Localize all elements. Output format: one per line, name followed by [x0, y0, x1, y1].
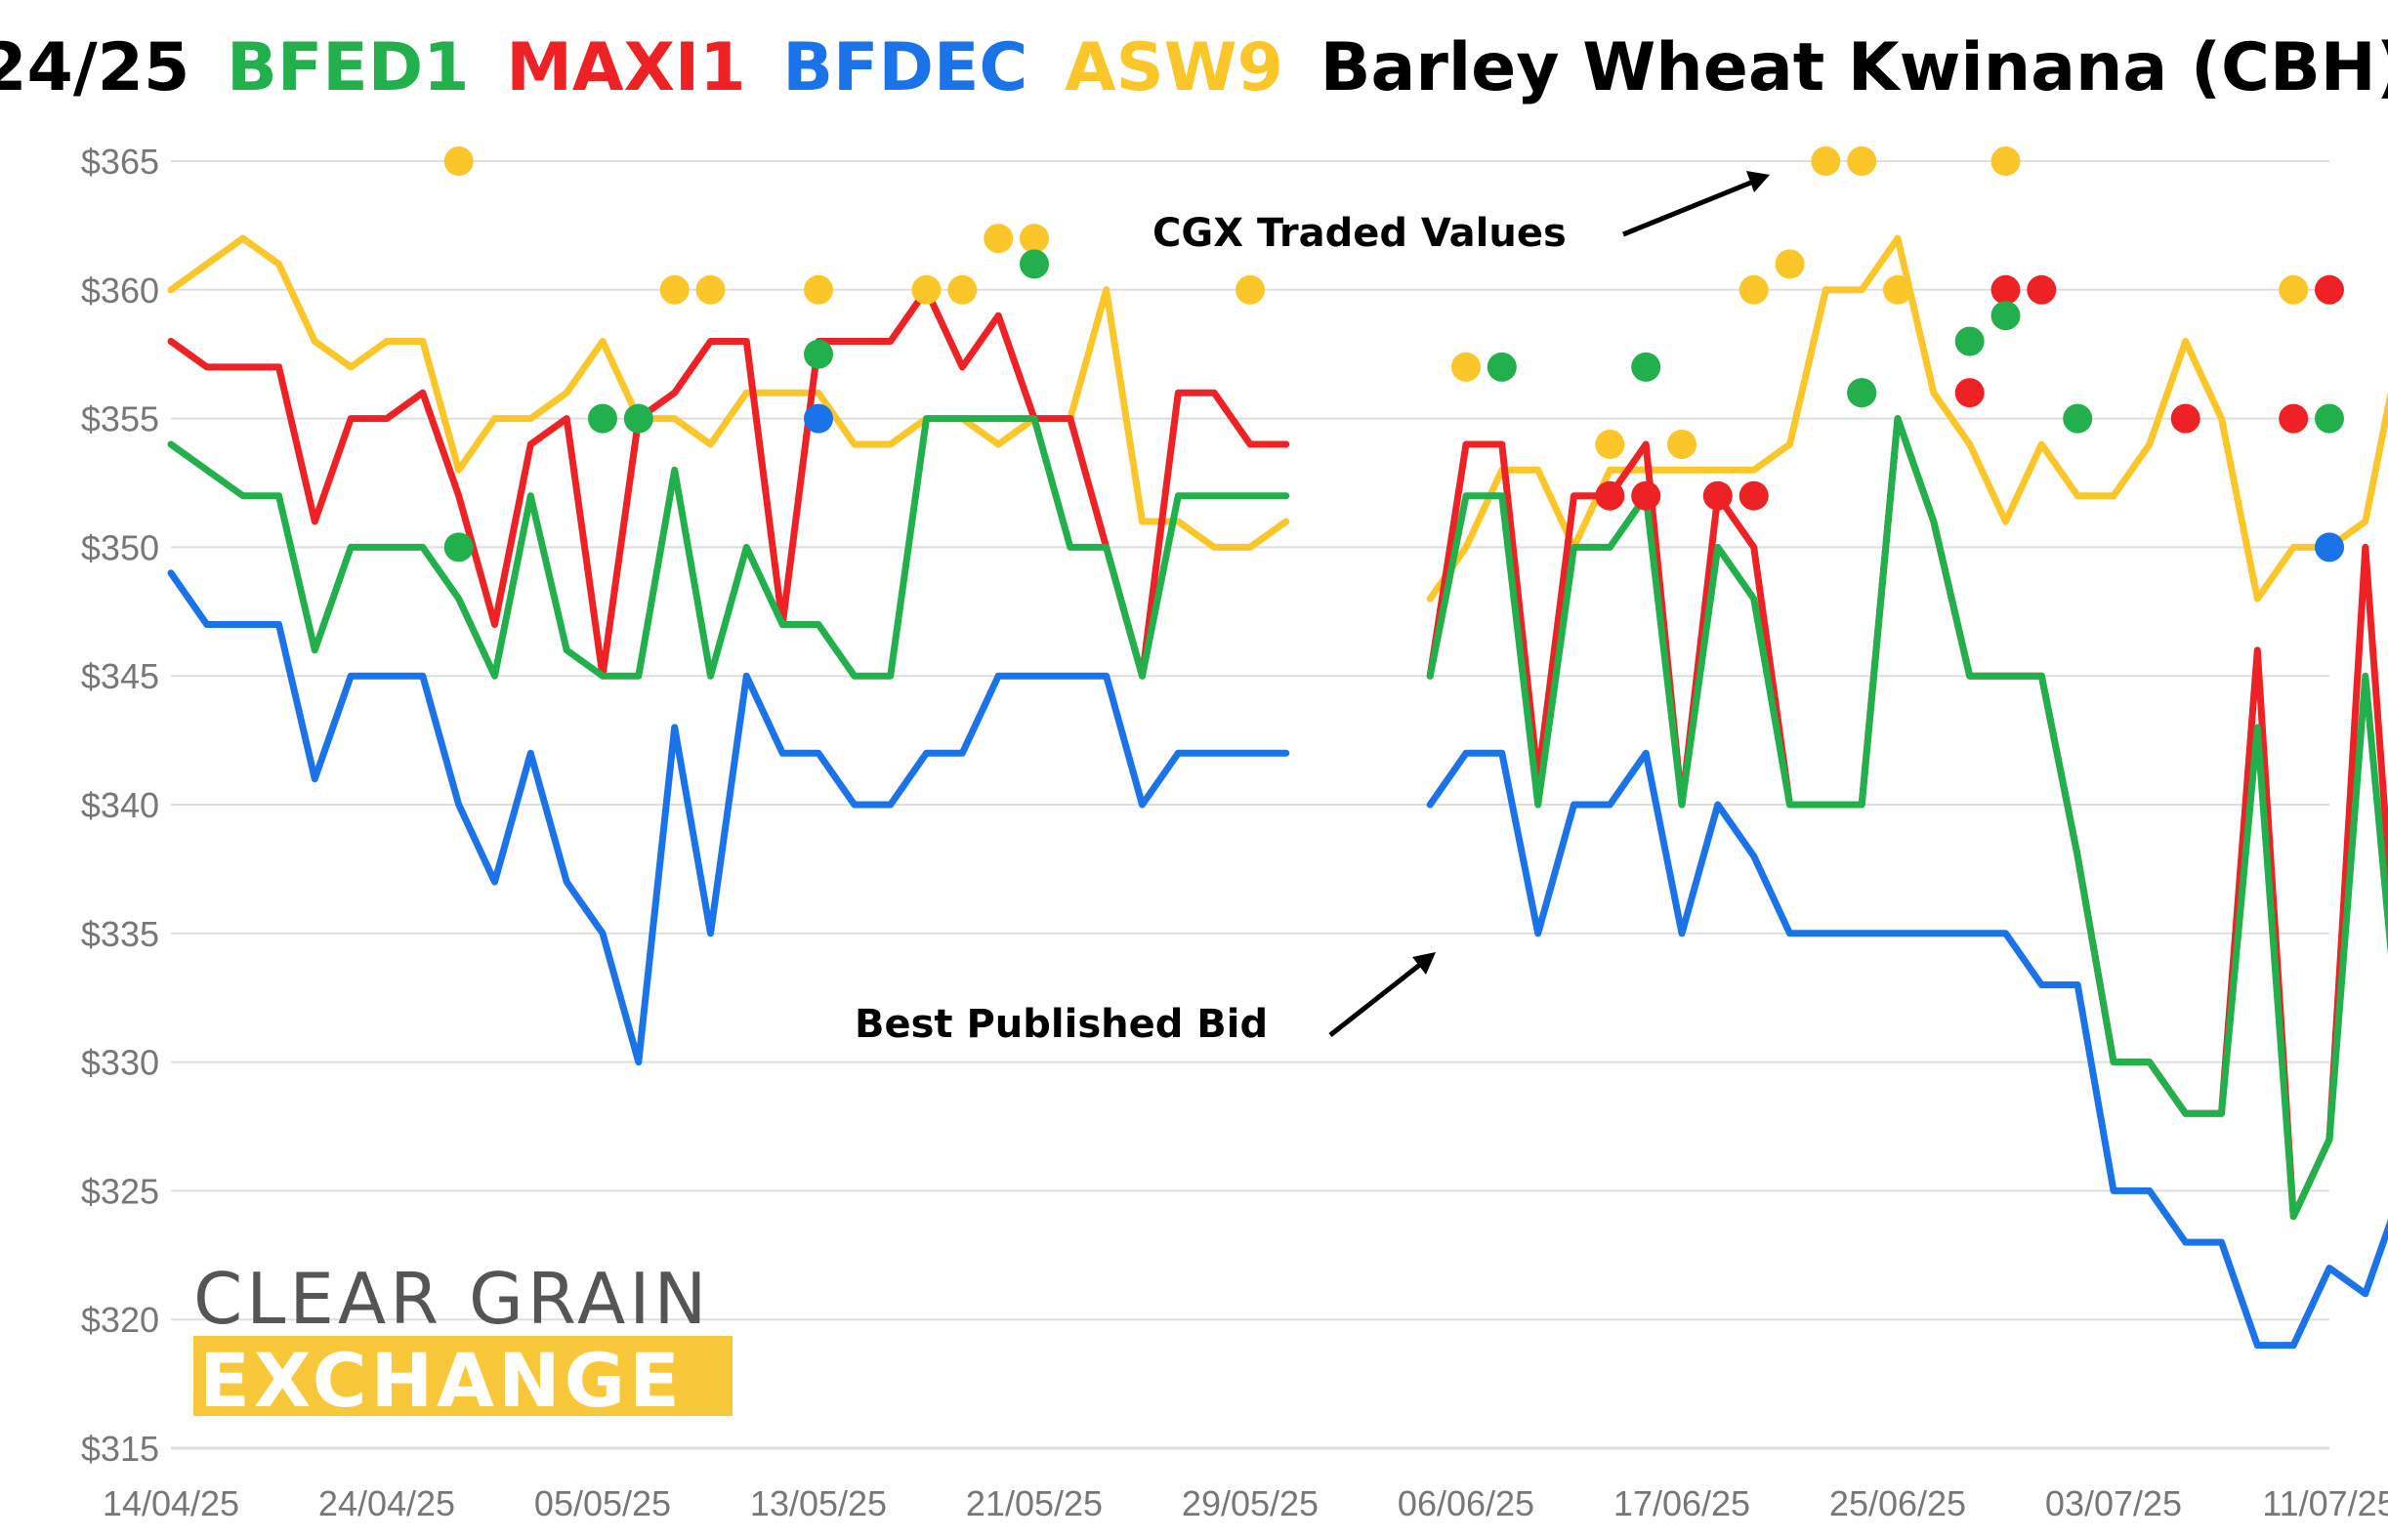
x-tick-label: 17/06/25 — [1613, 1483, 1750, 1523]
logo-bar — [193, 1336, 733, 1416]
x-tick-label: 05/05/25 — [534, 1483, 671, 1523]
traded-point-bfdec — [2315, 532, 2344, 562]
x-tick-label: 24/04/25 — [318, 1483, 455, 1523]
title-bfdec: BFDEC — [782, 29, 1027, 106]
x-tick-label: 14/04/25 — [103, 1483, 239, 1523]
traded-point-asw9 — [1595, 430, 1625, 459]
y-tick-label: $355 — [81, 399, 159, 439]
annotation-bid-arrowhead — [1412, 952, 1436, 975]
traded-point-maxi1 — [1990, 274, 2021, 305]
traded-point-maxi1 — [1739, 480, 1769, 511]
traded-point-asw9 — [1236, 274, 1265, 305]
traded-point-bfed1 — [588, 403, 617, 434]
traded-point-bfed1 — [623, 403, 653, 434]
traded-point-asw9 — [443, 146, 474, 176]
x-tick-label: 13/05/25 — [750, 1483, 887, 1523]
traded-point-bfed1 — [443, 532, 474, 562]
traded-point-asw9 — [1451, 352, 1481, 382]
x-tick-label: 03/07/25 — [2045, 1483, 2182, 1523]
traded-point-asw9 — [911, 274, 942, 305]
gridlines — [171, 160, 2329, 1450]
traded-point-asw9 — [695, 274, 726, 305]
traded-point-asw9 — [984, 224, 1014, 254]
traded-point-asw9 — [1775, 249, 1805, 279]
series-line-bfdec — [167, 569, 2388, 1350]
y-tick-label: $335 — [81, 914, 159, 954]
traded-point-asw9 — [1883, 274, 1912, 305]
y-tick-label: $360 — [81, 271, 159, 311]
x-tick-label: 29/05/25 — [1182, 1483, 1319, 1523]
annotation-best-bid: Best Published Bid — [855, 1002, 1268, 1047]
traded-point-bfed1 — [2315, 403, 2344, 434]
traded-point-asw9 — [1990, 146, 2021, 176]
y-tick-label: $365 — [81, 142, 159, 182]
x-tick-label: 21/05/25 — [966, 1483, 1103, 1523]
title-maxi1: MAXI1 — [506, 29, 745, 106]
traded-point-asw9 — [1667, 430, 1697, 459]
traded-point-asw9 — [1811, 146, 1841, 176]
traded-point-bfed1 — [1631, 352, 1661, 382]
traded-point-maxi1 — [2027, 274, 2057, 305]
title-suffix: Barley Wheat Kwinana (CBH) — [1320, 29, 2388, 106]
traded-point-maxi1 — [1954, 378, 1985, 408]
traded-point-asw9 — [804, 274, 833, 305]
title-asw9: ASW9 — [1065, 29, 1283, 106]
traded-point-bfed1 — [804, 339, 833, 369]
annotation-bid-arrow — [1328, 958, 1428, 1037]
y-tick-label: $330 — [81, 1043, 159, 1083]
traded-point-maxi1 — [2170, 403, 2200, 434]
x-tick-label: 06/06/25 — [1398, 1483, 1534, 1523]
clear-grain-exchange-logo: CLEAR GRAIN EXCHANGE — [193, 1258, 733, 1424]
x-tick-label: 25/06/25 — [1829, 1483, 1966, 1523]
y-tick-label: $320 — [81, 1300, 159, 1340]
y-tick-label: $315 — [81, 1429, 159, 1469]
chart-title: 24/25 BFED1 MAXI1 BFDEC ASW9 Barley Whea… — [0, 29, 2388, 106]
x-tick-label: 11/07/25 — [2262, 1483, 2388, 1523]
series-line-asw9 — [167, 234, 2388, 603]
annotation-traded-arrow — [1622, 177, 1759, 237]
traded-point-bfed1 — [1487, 352, 1517, 382]
traded-point-bfed1 — [1990, 301, 2021, 331]
traded-point-bfed1 — [1954, 326, 1985, 356]
traded-point-asw9 — [659, 274, 690, 305]
series-line-bfed1 — [167, 415, 2388, 1221]
traded-point-maxi1 — [2315, 274, 2344, 305]
annotation-traded-values: CGX Traded Values — [1152, 211, 1567, 256]
traded-point-bfed1 — [1020, 249, 1049, 279]
traded-point-maxi1 — [1702, 480, 1733, 511]
series-lines — [167, 234, 2388, 1350]
traded-point-maxi1 — [1631, 480, 1661, 511]
y-tick-label: $345 — [81, 656, 159, 696]
traded-point-asw9 — [1020, 224, 1049, 254]
traded-point-asw9 — [2279, 274, 2309, 305]
traded-point-bfed1 — [2063, 403, 2093, 434]
title-prefix: 24/25 — [0, 29, 189, 106]
logo-line1: CLEAR GRAIN — [193, 1258, 710, 1340]
y-tick-label: $350 — [81, 527, 159, 567]
title-bfed1: BFED1 — [227, 29, 470, 106]
traded-point-bfed1 — [1847, 378, 1877, 408]
traded-point-bfdec — [804, 403, 833, 434]
traded-point-asw9 — [1847, 146, 1877, 176]
traded-point-maxi1 — [2279, 403, 2309, 434]
traded-point-asw9 — [947, 274, 978, 305]
y-axis-ticks: $365 $360 $355 $350 $345 $340 $335 $330 $325 $320… — [81, 142, 159, 1469]
traded-points — [443, 146, 2344, 562]
y-tick-label: $325 — [81, 1171, 159, 1211]
logo-line2: EXCHANGE — [199, 1337, 684, 1424]
y-tick-label: $340 — [81, 785, 159, 825]
traded-point-asw9 — [1739, 274, 1769, 305]
x-axis-ticks: 14/04/25 24/04/25 05/05/25 13/05/25 21/05/25… — [103, 1483, 2388, 1523]
annotation-traded-arrowhead — [1746, 171, 1770, 192]
traded-point-maxi1 — [1595, 480, 1625, 511]
